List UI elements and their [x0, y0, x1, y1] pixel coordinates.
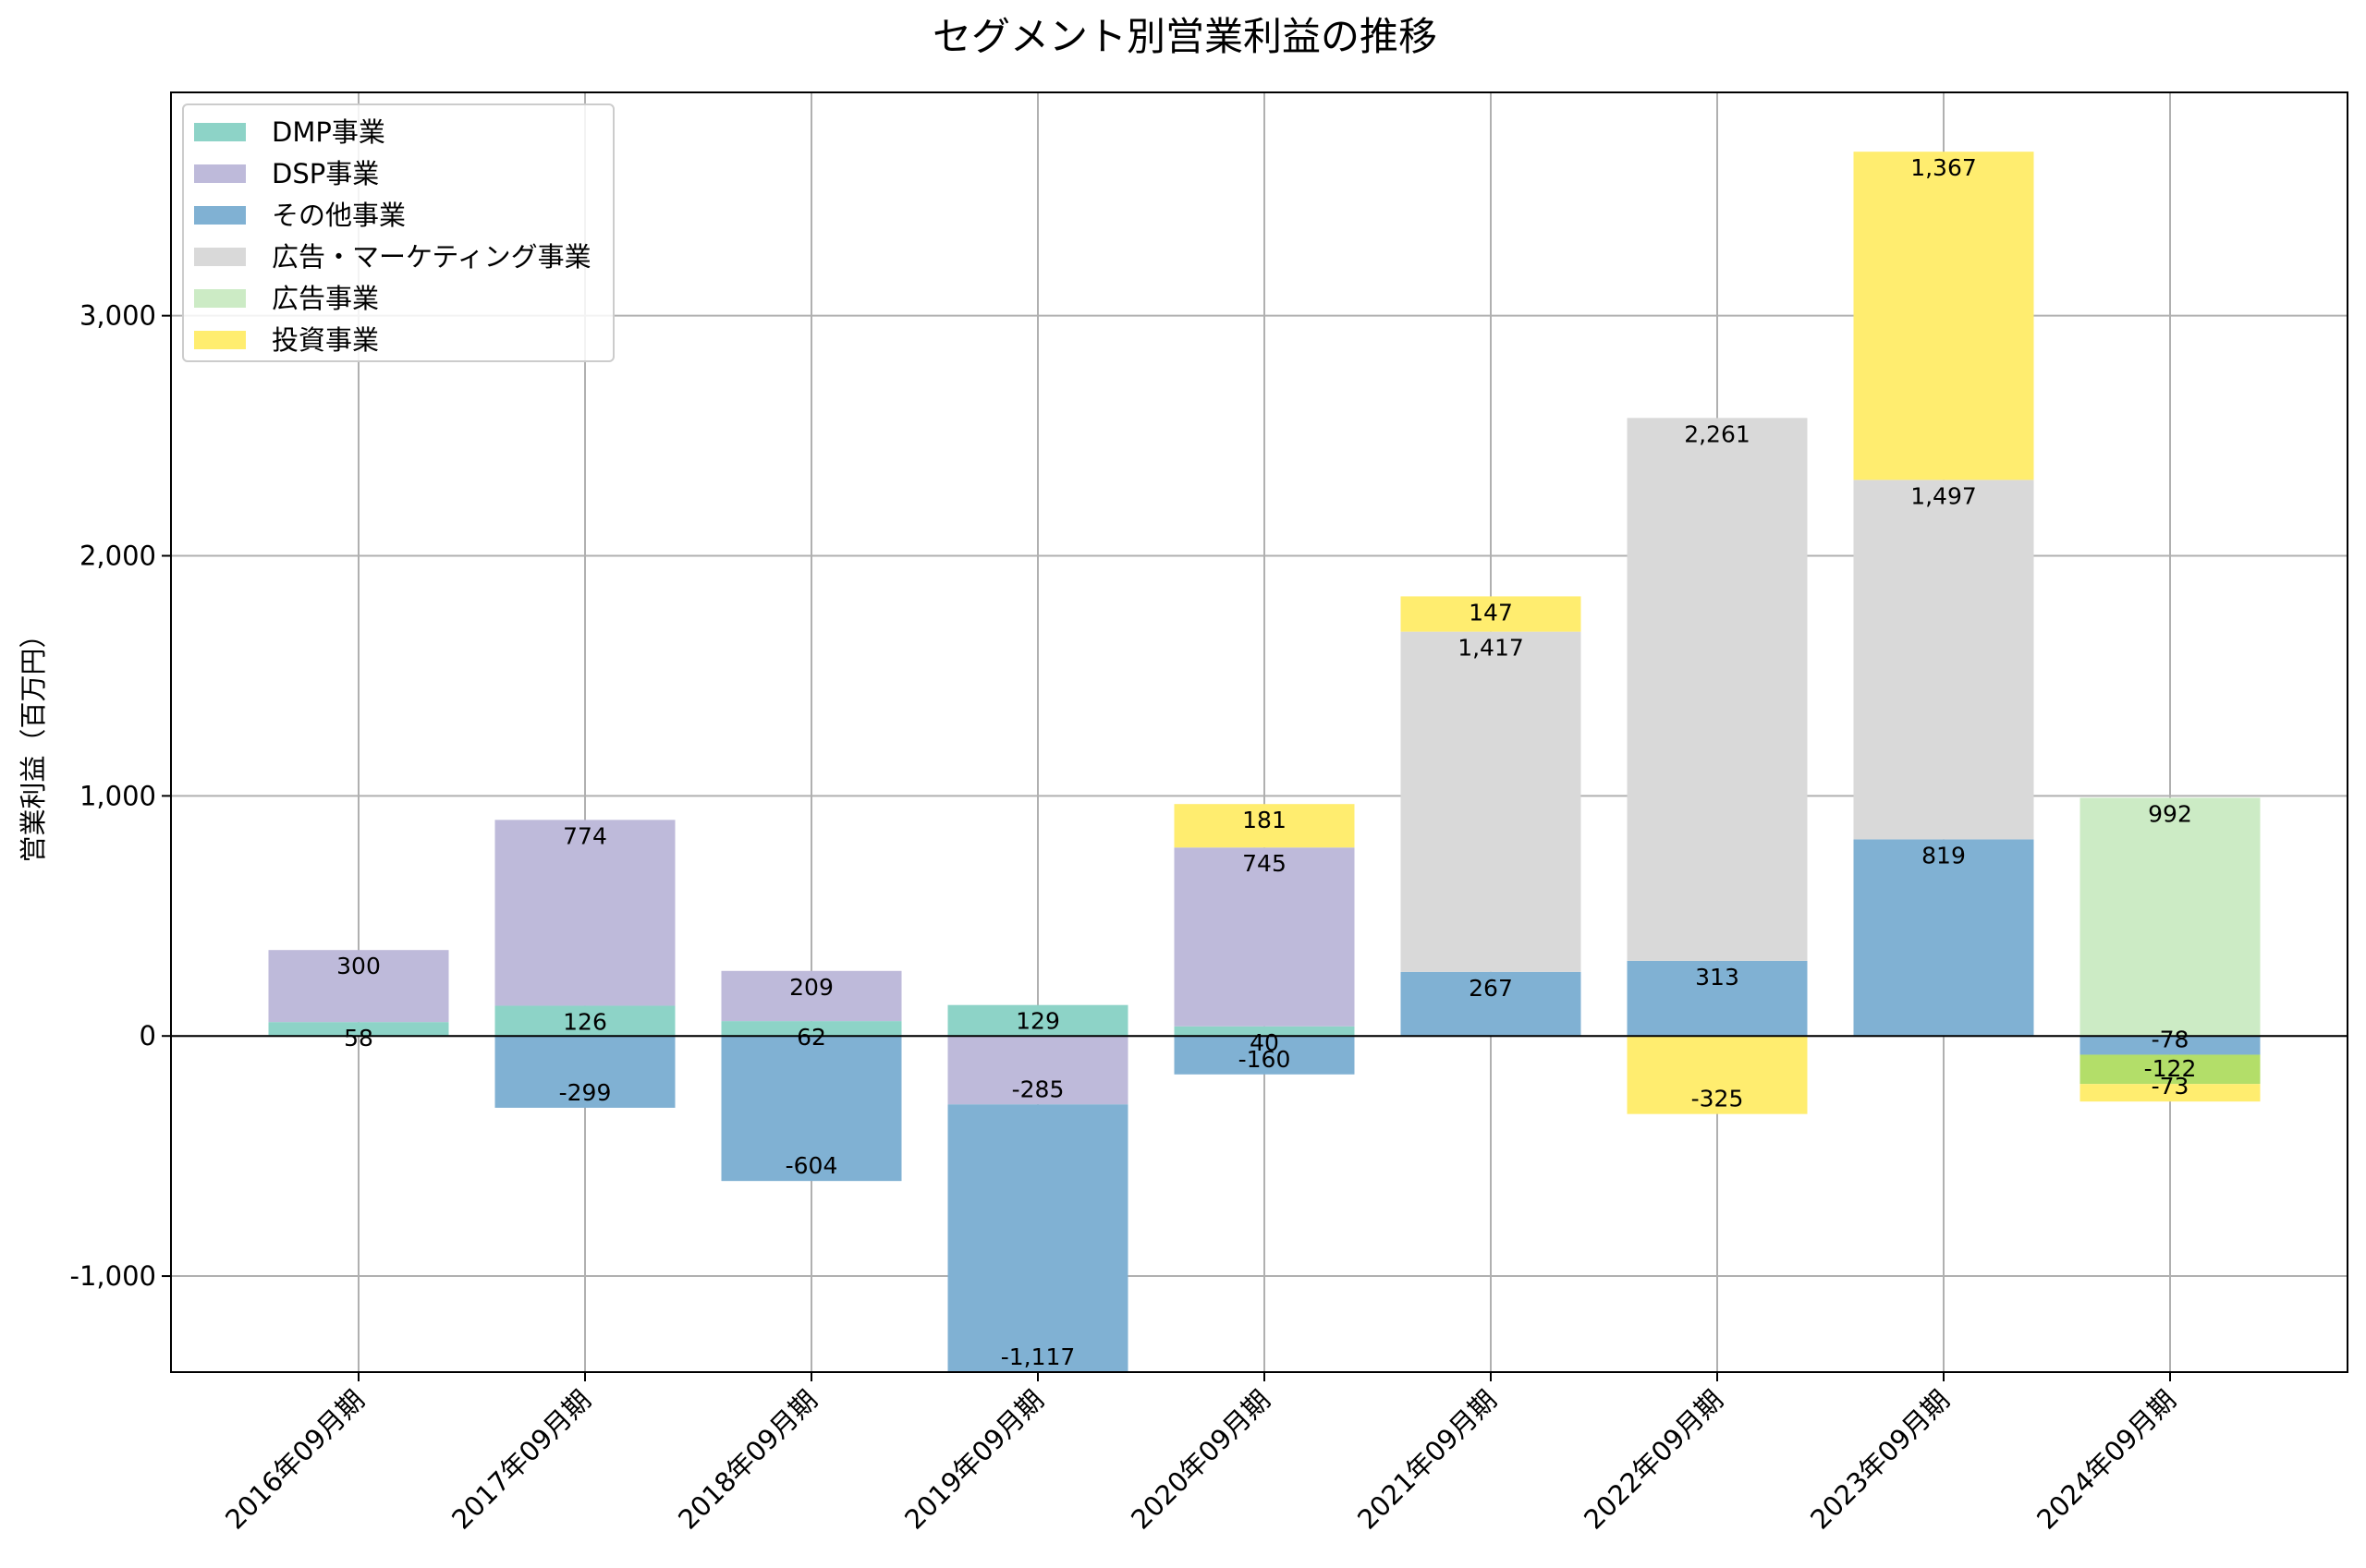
bar-segment: [1627, 1036, 1808, 1114]
bar-segment: [1400, 971, 1581, 1037]
data-label: 992: [2148, 800, 2192, 827]
data-label: 300: [336, 953, 381, 979]
bar-segment: [721, 1021, 902, 1037]
bar-segment: [1853, 839, 2034, 1037]
data-label: -78: [2152, 1026, 2189, 1052]
legend-swatch: [194, 123, 246, 141]
data-label: 209: [789, 974, 834, 1001]
bar-segment: [494, 820, 676, 1006]
bar-segment: [268, 1022, 449, 1037]
bar-segment: [1853, 152, 2034, 480]
y-axis-label: 営業利益（百万円）: [18, 621, 49, 862]
legend-swatch: [194, 206, 246, 225]
x-tick-label: 2016年09月期: [219, 1384, 371, 1536]
x-tick-label: 2022年09月期: [1578, 1384, 1729, 1536]
chart-title: セグメント別営業利益の推移: [933, 14, 1437, 59]
data-label-layer: 58 300 126 774 -299 62 209 -604 129 -285 -1,117 40 7…: [336, 154, 2196, 1370]
bar-segment: [1400, 596, 1581, 632]
y-tick-label: 3,000: [79, 300, 156, 332]
y-tick-label: 0: [140, 1020, 156, 1051]
data-label: -285: [1012, 1076, 1065, 1102]
bar-segment: [1627, 418, 1808, 961]
bar-segment: [947, 1004, 1128, 1037]
bar-segment: [721, 970, 902, 1022]
bar-segment: [1853, 480, 2034, 840]
bar-segment: [2079, 797, 2261, 1037]
data-label: 267: [1469, 975, 1513, 1002]
data-label: -604: [786, 1152, 838, 1179]
data-label: -299: [559, 1079, 612, 1106]
data-label: -73: [2152, 1073, 2189, 1100]
legend-frame: [182, 103, 615, 362]
y-tick-label: 2,000: [79, 541, 156, 572]
bar-segment: [721, 1036, 902, 1182]
data-label: 745: [1242, 850, 1287, 877]
data-label: 126: [563, 1008, 607, 1035]
data-label: 774: [563, 822, 607, 849]
bar-segment: [1174, 1036, 1355, 1075]
x-tick-label: 2021年09月期: [1351, 1384, 1503, 1536]
x-tick-label: 2023年09月期: [1804, 1384, 1956, 1536]
data-label: 40: [1250, 1029, 1279, 1056]
data-label: -325: [1691, 1086, 1744, 1112]
data-label: 313: [1695, 964, 1739, 991]
x-tick-label: 2024年09月期: [2031, 1384, 2182, 1536]
data-label: 1,497: [1910, 482, 1977, 509]
data-label: -1,117: [1001, 1343, 1076, 1370]
legend-swatch: [194, 331, 246, 349]
legend-label: 広告事業: [272, 283, 379, 314]
bar-segment: [1627, 960, 1808, 1037]
bar-segment: [2079, 1084, 2261, 1102]
data-label: 147: [1469, 599, 1513, 626]
plot-frame: [170, 91, 2348, 1373]
x-tick-label: 2017年09月期: [445, 1384, 597, 1536]
data-label: 819: [1921, 842, 1966, 869]
bar-segment: [2079, 1036, 2261, 1055]
x-tick-label: 2019年09月期: [898, 1384, 1050, 1536]
x-tick-label: 2018年09月期: [672, 1384, 823, 1536]
legend-label: DSP事業: [272, 158, 379, 189]
bar-segment: [947, 1104, 1128, 1372]
bar-segment: [494, 1036, 676, 1108]
bar-segment: [947, 1036, 1128, 1105]
data-label: -122: [2144, 1055, 2197, 1082]
data-label: 2,261: [1684, 420, 1750, 447]
bar-segment: [268, 950, 449, 1023]
legend-label: その他事業: [272, 200, 406, 231]
y-tick-label: -1,000: [70, 1260, 157, 1292]
bar-layer: [268, 152, 2261, 1372]
y-tick-label: 1,000: [79, 780, 156, 811]
data-label: 62: [797, 1024, 826, 1051]
data-label: 58: [344, 1025, 373, 1051]
data-label: 181: [1242, 807, 1287, 833]
legend-swatch: [194, 248, 246, 266]
legend-swatch: [194, 164, 246, 183]
data-label: 1,367: [1910, 154, 1977, 181]
legend-label: DMP事業: [272, 116, 385, 148]
bar-segment: [1174, 804, 1355, 848]
bar-segment: [1400, 631, 1581, 972]
legend-label: 広告・マーケティング事業: [272, 241, 592, 273]
legend-label: 投資事業: [272, 324, 379, 356]
bar-segment: [1174, 1026, 1355, 1037]
data-label: 129: [1016, 1008, 1060, 1035]
legend-swatch: [194, 289, 246, 308]
bar-segment: [494, 1005, 676, 1037]
x-tick-label: 2020年09月期: [1125, 1384, 1276, 1536]
data-label: 1,417: [1457, 635, 1524, 662]
data-label: -160: [1238, 1046, 1291, 1073]
bar-segment: [2079, 1054, 2261, 1085]
bar-segment: [1174, 847, 1355, 1027]
